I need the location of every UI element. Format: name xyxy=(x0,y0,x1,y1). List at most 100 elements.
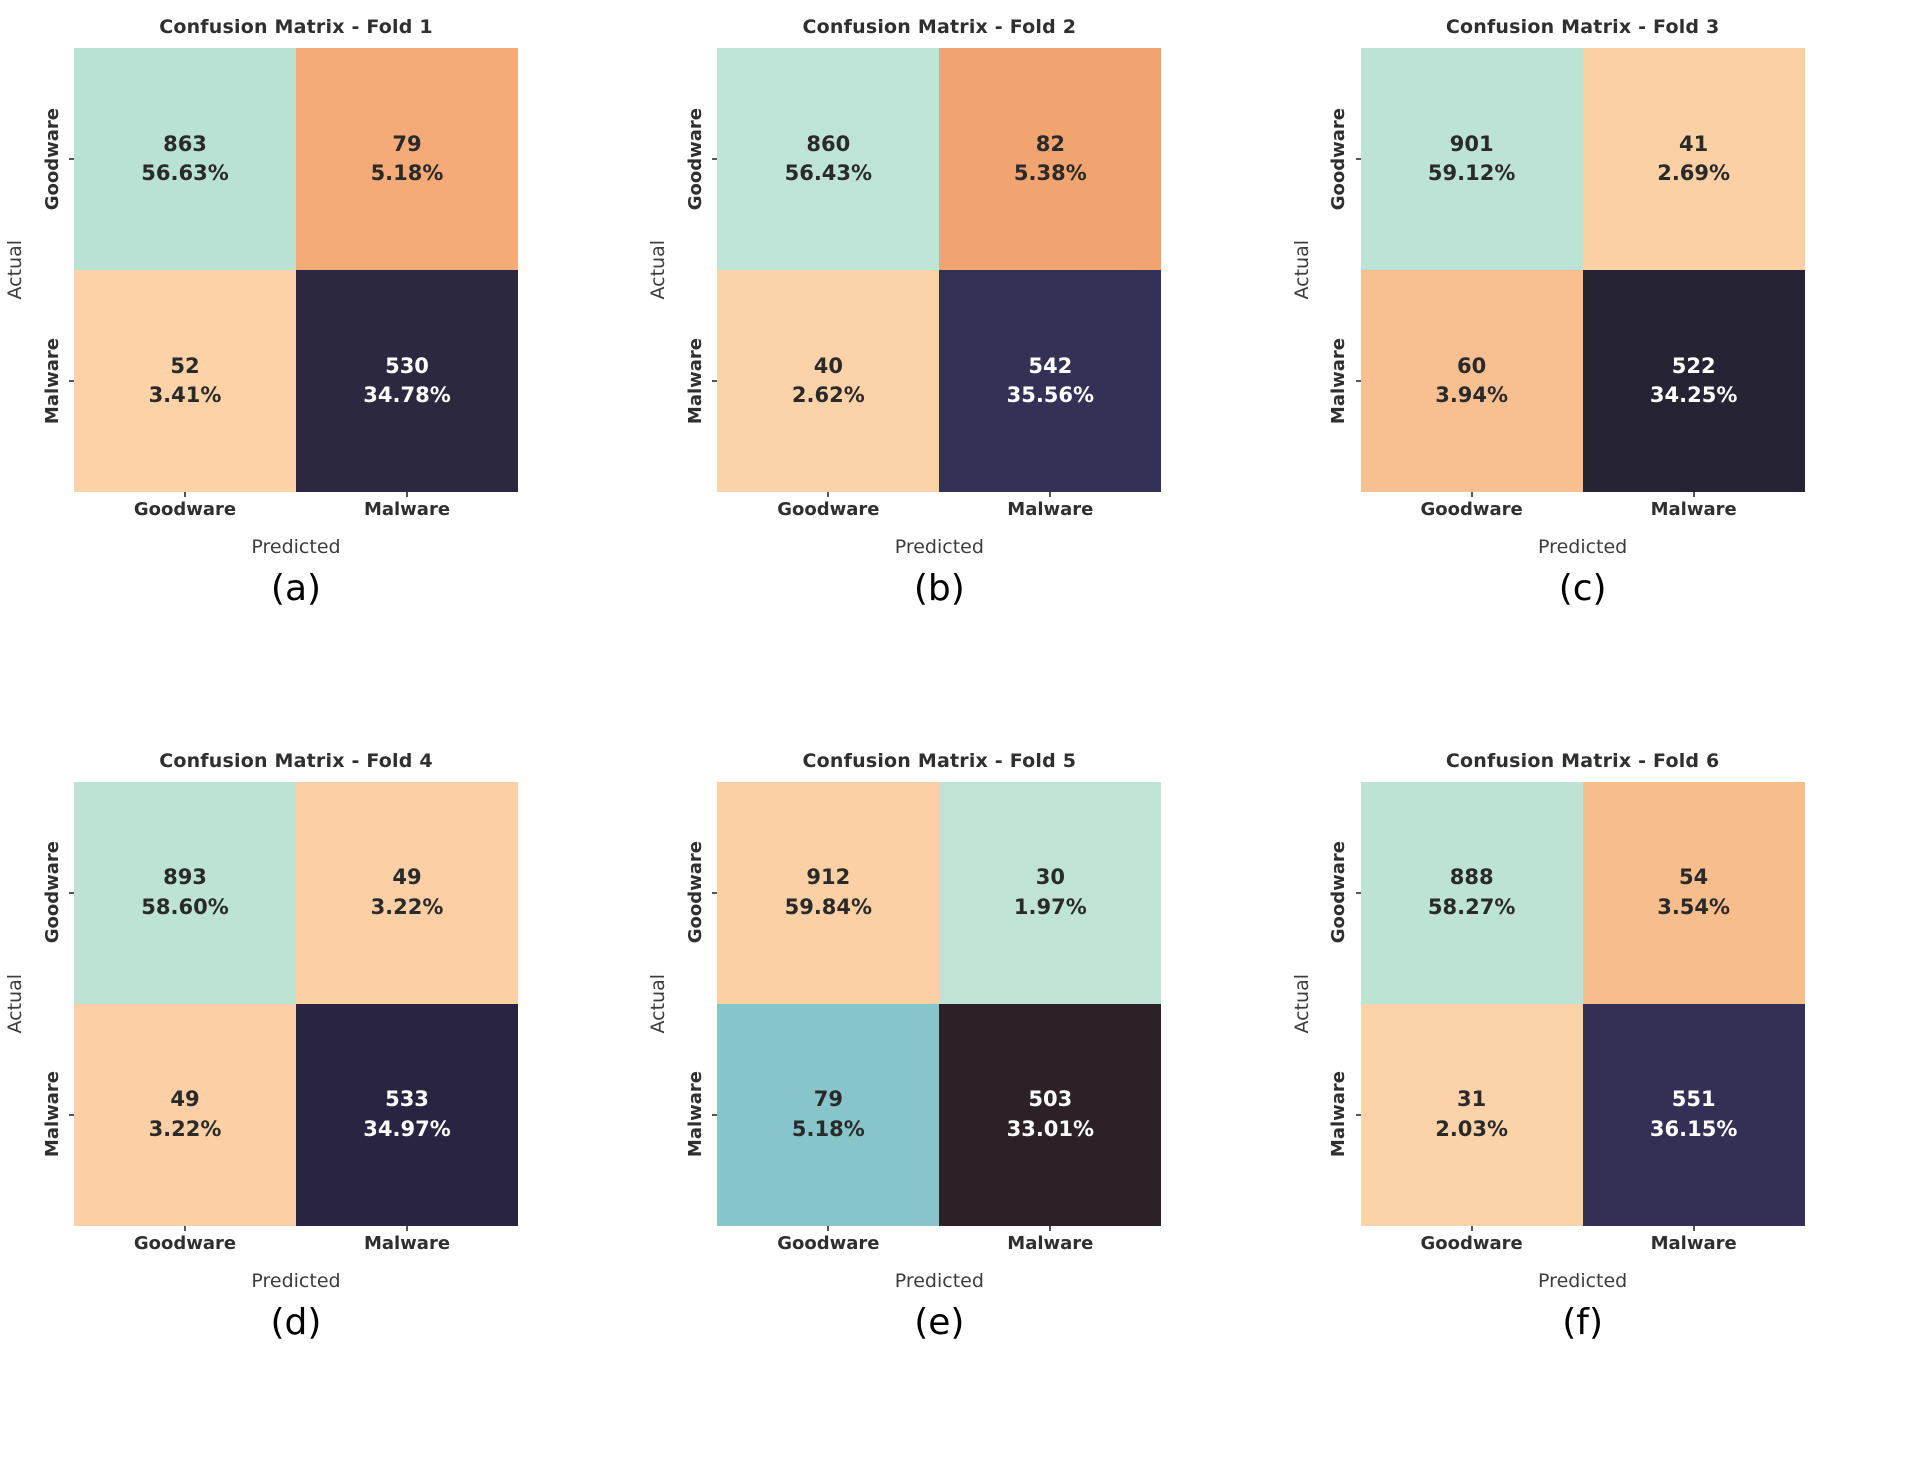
y-tick-malware: Malware xyxy=(673,1004,718,1226)
cell-actual-malware-pred-goodware: 49 3.22% xyxy=(74,1003,296,1226)
cell-count: 31 xyxy=(1457,1087,1487,1112)
cell-count: 52 xyxy=(170,353,200,378)
x-tick-malware: Malware xyxy=(939,492,1161,520)
x-tick-malware: Malware xyxy=(939,1225,1161,1254)
cell-percent: 34.25% xyxy=(1649,383,1738,407)
panel-fold-3: Confusion Matrix - Fold 3 Actual Goodwar… xyxy=(1287,0,1930,734)
cell-percent: 3.22% xyxy=(148,1116,222,1141)
cell-count: 912 xyxy=(806,865,851,890)
cell-actual-malware-pred-goodware: 31 2.03% xyxy=(1360,1003,1583,1226)
cell-percent: 33.01% xyxy=(1006,1116,1095,1141)
x-axis-label: Predicted xyxy=(251,1269,341,1292)
cell-percent: 5.38% xyxy=(1013,161,1087,185)
cell-actual-malware-pred-malware: 533 34.97% xyxy=(296,1003,518,1226)
x-tick-goodware: Goodware xyxy=(74,1225,296,1254)
chart-title: Confusion Matrix - Fold 2 xyxy=(802,16,1077,38)
cell-count: 49 xyxy=(392,865,422,890)
x-axis-ticks: Goodware Malware xyxy=(74,492,518,520)
cell-actual-goodware-pred-malware: 82 5.38% xyxy=(939,48,1162,270)
cell-actual-goodware-pred-malware: 41 2.69% xyxy=(1582,48,1805,270)
x-tick-malware: Malware xyxy=(1583,1225,1805,1254)
cell-percent: 5.18% xyxy=(370,161,444,185)
cell-count: 530 xyxy=(385,353,429,378)
x-tick-malware: Malware xyxy=(1583,492,1805,520)
x-axis-ticks: Goodware Malware xyxy=(74,1225,518,1254)
y-axis-ticks: Goodware Malware xyxy=(1317,782,1361,1226)
x-tick-goodware: Goodware xyxy=(1361,1225,1583,1254)
y-axis-ticks: Goodware Malware xyxy=(30,48,74,492)
chart-title: Confusion Matrix - Fold 5 xyxy=(802,749,1077,772)
y-tick-malware: Malware xyxy=(30,1004,74,1226)
heatmap: 860 56.43% 82 5.38% 40 2.62% 542 35.56% xyxy=(717,48,1162,492)
x-tick-malware: Malware xyxy=(296,1225,518,1254)
x-axis-label: Predicted xyxy=(1538,1269,1628,1292)
cell-count: 503 xyxy=(1028,1087,1073,1112)
panel-fold-4: Confusion Matrix - Fold 4 Actual Goodwar… xyxy=(0,734,643,1467)
cell-count: 860 xyxy=(806,131,851,156)
x-axis-label: Predicted xyxy=(894,1269,984,1292)
plot-area: Actual Goodware Malware 901 59.12% 41 2.… xyxy=(1287,48,1805,492)
cell-count: 60 xyxy=(1457,353,1487,378)
subfigure-caption: (c) xyxy=(1558,568,1607,609)
cell-percent: 1.97% xyxy=(1013,894,1087,919)
cell-actual-goodware-pred-malware: 54 3.54% xyxy=(1582,781,1805,1004)
chart-title: Confusion Matrix - Fold 6 xyxy=(1445,749,1720,772)
cell-actual-goodware-pred-goodware: 901 59.12% xyxy=(1360,48,1583,270)
cell-count: 41 xyxy=(1679,131,1709,156)
y-tick-goodware: Goodware xyxy=(673,782,718,1004)
cell-actual-malware-pred-malware: 530 34.78% xyxy=(296,270,518,492)
cell-count: 888 xyxy=(1449,865,1494,890)
y-tick-goodware: Goodware xyxy=(673,48,718,270)
x-axis-label: Predicted xyxy=(251,536,341,558)
cell-percent: 58.27% xyxy=(1427,894,1516,919)
subfigure-caption: (a) xyxy=(270,568,322,609)
cell-actual-goodware-pred-goodware: 860 56.43% xyxy=(717,48,940,270)
plot-area: Actual Goodware Malware 888 58.27% 54 3.… xyxy=(1287,781,1805,1226)
subfigure-caption: (f) xyxy=(1562,1301,1604,1343)
x-axis-ticks: Goodware Malware xyxy=(1361,1225,1805,1254)
y-tick-malware: Malware xyxy=(30,270,74,492)
cell-percent: 58.60% xyxy=(141,894,229,919)
cell-count: 82 xyxy=(1035,131,1065,156)
y-tick-goodware: Goodware xyxy=(30,782,74,1004)
cell-count: 551 xyxy=(1671,1087,1716,1112)
cell-actual-goodware-pred-goodware: 912 59.84% xyxy=(717,781,940,1004)
y-tick-goodware: Goodware xyxy=(1317,48,1361,270)
cell-actual-malware-pred-goodware: 60 3.94% xyxy=(1360,270,1583,492)
cell-percent: 3.41% xyxy=(148,383,222,407)
x-axis-ticks: Goodware Malware xyxy=(717,1225,1161,1254)
cell-percent: 3.94% xyxy=(1435,383,1509,407)
cell-percent: 2.03% xyxy=(1435,1116,1509,1141)
x-axis-label: Predicted xyxy=(1538,536,1628,558)
plot-area: Actual Goodware Malware 893 58.60% 49 3.… xyxy=(0,781,518,1226)
cell-percent: 5.18% xyxy=(791,1116,865,1141)
cell-percent: 3.54% xyxy=(1657,894,1731,919)
heatmap: 912 59.84% 30 1.97% 79 5.18% 503 33.01% xyxy=(717,781,1162,1226)
cell-percent: 59.12% xyxy=(1427,161,1516,185)
cell-actual-malware-pred-goodware: 40 2.62% xyxy=(717,270,940,492)
y-axis-ticks: Goodware Malware xyxy=(30,782,74,1226)
cell-count: 54 xyxy=(1679,865,1709,890)
chart-title: Confusion Matrix - Fold 3 xyxy=(1445,16,1720,38)
y-axis-label: Actual xyxy=(4,240,26,300)
cell-count: 30 xyxy=(1035,865,1065,890)
cell-percent: 59.84% xyxy=(784,894,873,919)
cell-actual-goodware-pred-malware: 49 3.22% xyxy=(296,781,518,1004)
y-tick-malware: Malware xyxy=(673,270,718,492)
cell-percent: 35.56% xyxy=(1006,383,1095,407)
cell-actual-malware-pred-goodware: 52 3.41% xyxy=(74,270,296,492)
subfigure-caption: (d) xyxy=(270,1301,322,1343)
y-axis-label: Actual xyxy=(647,240,670,300)
cell-percent: 34.97% xyxy=(363,1116,451,1141)
panel-fold-2: Confusion Matrix - Fold 2 Actual Goodwar… xyxy=(643,0,1286,734)
x-tick-goodware: Goodware xyxy=(74,492,296,520)
x-tick-goodware: Goodware xyxy=(717,492,939,520)
plot-area: Actual Goodware Malware 863 56.63% 79 5.… xyxy=(0,48,518,492)
y-axis-label: Actual xyxy=(647,973,670,1034)
y-tick-malware: Malware xyxy=(1317,270,1361,492)
y-axis-label: Actual xyxy=(4,973,26,1034)
cell-actual-goodware-pred-goodware: 888 58.27% xyxy=(1360,781,1583,1004)
cell-percent: 2.69% xyxy=(1657,161,1731,185)
cell-count: 522 xyxy=(1671,353,1716,378)
panel-fold-6: Confusion Matrix - Fold 6 Actual Goodwar… xyxy=(1287,734,1930,1467)
